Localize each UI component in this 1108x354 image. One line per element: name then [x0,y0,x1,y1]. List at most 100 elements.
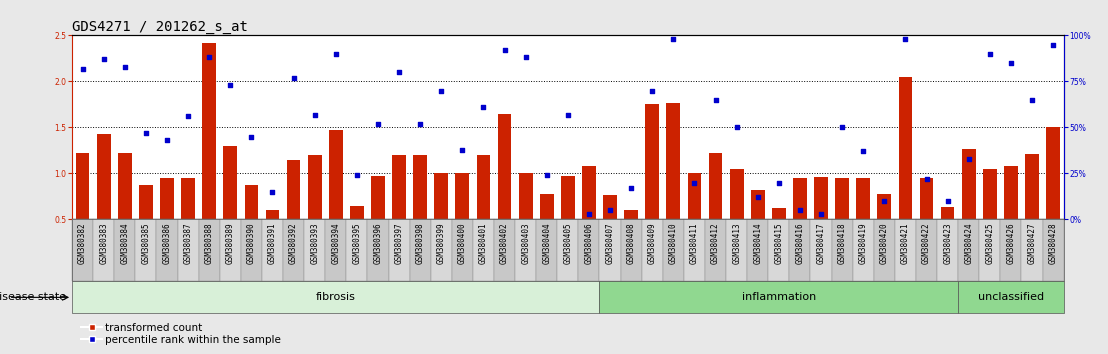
Bar [772,207,786,219]
Bar [789,219,810,281]
Point [981,51,998,57]
Bar [578,219,599,281]
Text: GSM380406: GSM380406 [584,223,594,264]
Text: GSM380404: GSM380404 [542,223,552,264]
Point [537,172,555,178]
Bar [1025,154,1039,219]
Bar [203,43,216,219]
Bar [434,173,448,219]
Bar [72,281,599,313]
Point [306,112,324,118]
Bar [182,178,195,219]
Point [327,51,345,57]
Point [1002,60,1019,66]
Bar [1001,219,1022,281]
Text: GSM380392: GSM380392 [289,223,298,264]
Bar [494,219,515,281]
Bar [603,195,617,219]
Point [116,64,134,69]
Text: GSM380395: GSM380395 [352,223,361,264]
Bar [329,130,342,219]
Bar [642,219,663,281]
Bar [161,178,174,219]
Text: inflammation: inflammation [741,292,815,302]
Point [516,55,534,60]
Text: GSM380382: GSM380382 [78,223,88,264]
Point [581,211,598,217]
Point [960,156,977,161]
Bar [93,219,114,281]
Point [707,97,725,103]
Bar [431,219,452,281]
Bar [561,176,575,219]
Bar [962,149,975,219]
Point [243,134,260,139]
Bar [283,219,304,281]
Text: GSM380419: GSM380419 [859,223,868,264]
Point [411,121,429,127]
Bar [452,219,473,281]
Text: GSM380415: GSM380415 [774,223,783,264]
Bar [519,173,533,219]
Bar [1046,127,1060,219]
Bar [413,155,427,219]
Text: GSM380414: GSM380414 [753,223,762,264]
Legend: transformed count, percentile rank within the sample: transformed count, percentile rank withi… [78,318,286,349]
Text: GSM380403: GSM380403 [521,223,530,264]
Bar [515,219,536,281]
Text: GSM380421: GSM380421 [901,223,910,264]
Point [644,88,661,93]
Bar [624,210,638,219]
Text: GSM380428: GSM380428 [1048,223,1058,264]
Bar [350,206,363,219]
Text: GSM380409: GSM380409 [648,223,657,264]
Bar [287,160,300,219]
Text: GSM380386: GSM380386 [163,223,172,264]
Bar [266,210,279,219]
Bar [688,173,701,219]
Point [1044,42,1061,47]
Text: GSM380387: GSM380387 [184,223,193,264]
Bar [347,219,368,281]
Bar [1043,219,1064,281]
Bar [730,169,743,219]
Text: fibrosis: fibrosis [316,292,356,302]
Point [369,121,387,127]
Point [896,36,914,42]
Bar [620,219,642,281]
Bar [684,219,705,281]
Bar [814,177,828,219]
Text: GSM380408: GSM380408 [627,223,636,264]
Point [1023,97,1040,103]
Text: GDS4271 / 201262_s_at: GDS4271 / 201262_s_at [72,21,248,34]
Text: disease state: disease state [0,292,66,302]
Bar [473,219,494,281]
Text: GSM380422: GSM380422 [922,223,931,264]
Bar [835,178,849,219]
Text: GSM380385: GSM380385 [142,223,151,264]
Point [854,149,872,154]
Point [137,130,155,136]
Bar [645,104,659,219]
Bar [726,219,747,281]
Point [770,180,788,185]
Bar [198,219,219,281]
Bar [958,219,979,281]
Point [74,66,92,72]
Text: GSM380393: GSM380393 [310,223,319,264]
Bar [135,219,156,281]
Point [222,82,239,88]
Bar [1004,166,1018,219]
Bar [476,155,491,219]
Point [432,88,450,93]
Bar [138,184,153,219]
Text: GSM380402: GSM380402 [500,223,509,264]
Text: GSM380397: GSM380397 [394,223,403,264]
Point [875,198,893,204]
Point [623,185,640,191]
Bar [810,219,832,281]
Text: GSM380416: GSM380416 [796,223,804,264]
Text: GSM380390: GSM380390 [247,223,256,264]
Bar [667,103,680,219]
Bar [958,281,1064,313]
